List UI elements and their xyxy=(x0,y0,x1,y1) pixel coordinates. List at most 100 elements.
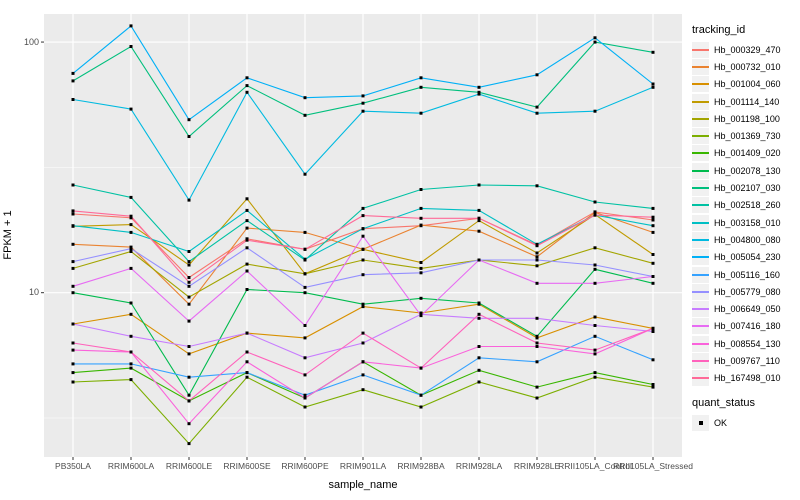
legend-item-Hb_008554_130: Hb_008554_130 xyxy=(692,335,800,352)
legend-item-label: Hb_008554_130 xyxy=(714,338,781,349)
data-point-marker xyxy=(71,79,75,83)
data-point-marker xyxy=(71,98,75,101)
legend-item-Hb_004800_080: Hb_004800_080 xyxy=(692,231,800,248)
legend-item-Hb_002107_030: Hb_002107_030 xyxy=(692,179,800,197)
legend-key-swatch xyxy=(692,231,709,248)
legend-color-line xyxy=(692,169,709,172)
data-point-marker xyxy=(71,380,75,384)
legend-item-label: Hb_002107_030 xyxy=(714,183,781,194)
data-point-marker xyxy=(361,305,365,309)
x-tick-label: RRII105LA_Stressed xyxy=(613,461,693,471)
legend-item-label: Hb_002078_130 xyxy=(714,165,781,176)
legend-key-swatch xyxy=(692,41,709,58)
data-point-marker xyxy=(187,280,191,284)
data-point-marker xyxy=(651,275,655,278)
legend-item-label: Hb_006649_050 xyxy=(714,304,781,315)
data-point-marker xyxy=(187,135,191,138)
legend-item-Hb_001114_140: Hb_001114_140 xyxy=(692,93,800,110)
legend-item-label: Hb_005116_160 xyxy=(714,269,780,280)
data-point-marker xyxy=(419,261,423,264)
data-point-marker xyxy=(593,109,597,113)
data-point-marker xyxy=(651,82,655,86)
legend-item-label: Hb_000732_010 xyxy=(714,61,781,72)
data-point-marker xyxy=(245,197,249,201)
data-point-marker xyxy=(477,258,481,262)
data-point-marker xyxy=(303,230,307,234)
data-point-marker xyxy=(535,396,539,400)
data-point-marker xyxy=(535,258,539,262)
legend-key-swatch xyxy=(692,76,709,93)
data-point-marker xyxy=(477,301,481,305)
data-point-marker xyxy=(361,206,365,210)
data-point-marker xyxy=(129,362,133,366)
data-point-marker xyxy=(361,341,365,345)
data-point-marker xyxy=(303,272,307,276)
legend-color-line xyxy=(692,221,709,224)
data-point-marker xyxy=(245,226,249,230)
data-point-marker xyxy=(593,348,597,352)
data-point-marker xyxy=(419,85,423,89)
data-point-marker xyxy=(129,366,133,370)
y-axis-title: FPKM + 1 xyxy=(2,210,14,260)
legend-key-swatch xyxy=(692,283,709,300)
data-point-marker xyxy=(71,284,75,288)
data-point-marker xyxy=(303,324,307,327)
legend-item-Hb_003158_010: Hb_003158_010 xyxy=(692,214,800,231)
data-point-marker xyxy=(187,393,191,397)
legend-item-label: Hb_007416_180 xyxy=(714,321,781,332)
data-point-marker xyxy=(361,94,365,98)
data-point-marker xyxy=(419,188,423,191)
data-point-marker xyxy=(71,371,75,375)
data-point-marker xyxy=(187,260,191,264)
x-tick-label: RRIM600SE xyxy=(223,461,271,471)
legend-key-swatch xyxy=(692,58,709,75)
data-point-marker xyxy=(593,334,597,338)
legend-item-Hb_005054_230: Hb_005054_230 xyxy=(692,249,800,266)
legend-color-line xyxy=(692,308,709,311)
legend-item-quant-status-OK: OK xyxy=(692,414,800,431)
data-point-marker xyxy=(651,253,655,256)
data-point-marker xyxy=(419,76,423,80)
data-point-marker xyxy=(593,210,597,214)
data-point-marker xyxy=(245,269,249,273)
data-point-marker xyxy=(71,260,75,264)
legend-item-Hb_007416_180: Hb_007416_180 xyxy=(692,318,800,335)
data-point-marker xyxy=(419,405,423,409)
data-point-marker xyxy=(303,172,307,176)
x-tick-label: RRIM600PE xyxy=(281,461,329,471)
data-point-marker xyxy=(187,375,191,379)
data-point-marker xyxy=(71,322,75,326)
data-point-marker xyxy=(71,291,75,295)
legend-item-Hb_000329_470: Hb_000329_470 xyxy=(692,41,800,58)
data-point-marker xyxy=(245,360,249,364)
data-point-marker xyxy=(361,101,365,105)
data-point-marker xyxy=(303,393,307,397)
data-point-marker xyxy=(129,350,133,354)
data-point-marker xyxy=(651,230,655,234)
data-point-marker xyxy=(71,183,75,187)
y-tick-label: 100 xyxy=(23,36,39,47)
legend-item-Hb_001198_100: Hb_001198_100 xyxy=(692,110,800,127)
legend-color-line xyxy=(692,187,709,190)
data-point-marker xyxy=(419,216,423,220)
data-point-marker xyxy=(419,393,423,397)
data-point-marker xyxy=(245,331,249,335)
data-point-marker xyxy=(129,250,133,253)
data-point-marker xyxy=(187,422,191,426)
data-point-marker xyxy=(129,107,133,111)
data-point-marker xyxy=(361,273,365,277)
data-point-marker xyxy=(361,234,365,238)
data-point-marker xyxy=(187,263,191,267)
legend-item-Hb_001369_730: Hb_001369_730 xyxy=(692,127,800,145)
data-point-marker xyxy=(535,345,539,348)
data-point-marker xyxy=(245,76,249,80)
data-point-marker xyxy=(361,388,365,392)
data-point-marker xyxy=(419,314,423,318)
data-point-marker xyxy=(71,266,75,270)
x-tick-label: RRIM901LA xyxy=(339,461,387,471)
legend-color-line xyxy=(692,48,709,51)
legend-color-line xyxy=(692,65,709,68)
data-point-marker xyxy=(535,251,539,255)
data-point-marker xyxy=(303,247,307,251)
